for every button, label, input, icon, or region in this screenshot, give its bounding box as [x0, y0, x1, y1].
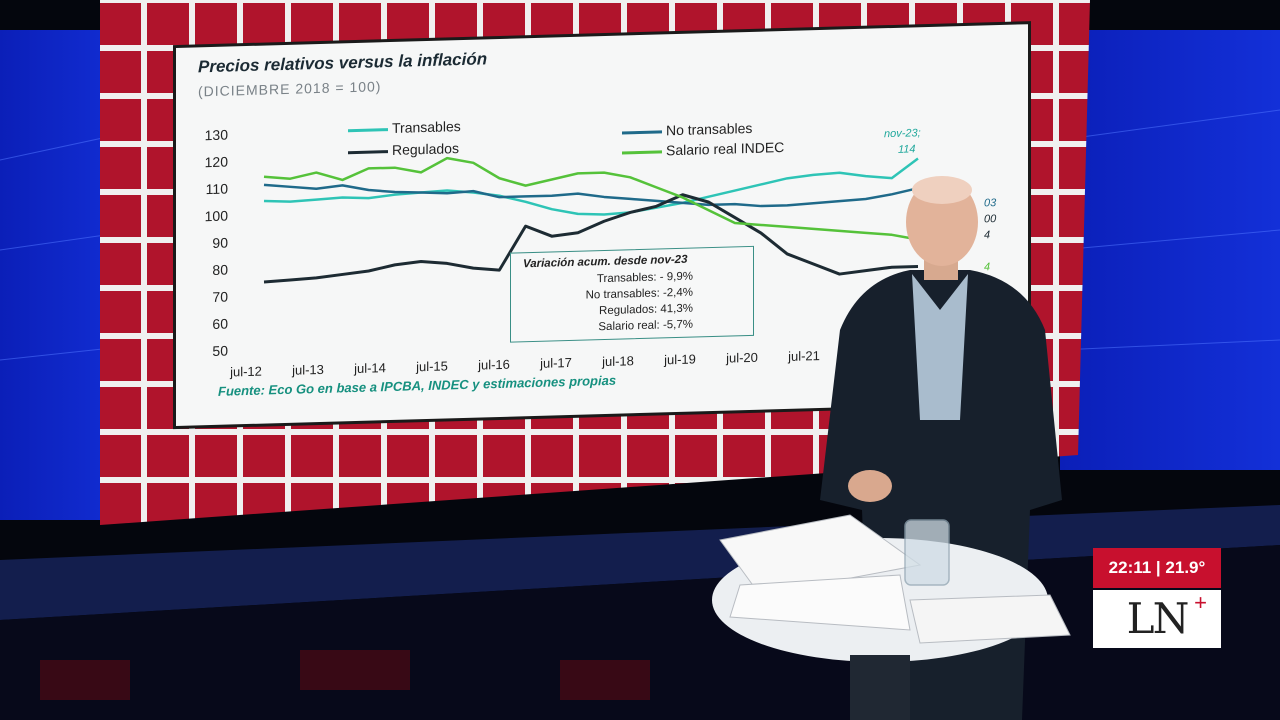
annotation-title: Variación acum. desde nov-23: [523, 253, 688, 271]
x-tick-label-jul-15: jul-15: [415, 358, 448, 374]
series-line-no-transables: [263, 183, 919, 208]
x-tick-label-jul-21: jul-21: [787, 348, 820, 364]
y-tick-label-130: 130: [205, 127, 229, 144]
y-tick-label-110: 110: [206, 181, 229, 198]
logo-text: LN: [1126, 594, 1190, 643]
x-tick-label-jul-14: jul-14: [353, 360, 386, 376]
annotation-line-salario: Salario real: -5,7%: [598, 318, 693, 334]
annotation-box: Variación acum. desde nov-23 Transables:…: [510, 245, 754, 343]
series-line-transables: [263, 157, 919, 216]
annotation-line-no-transables: No transables: -2,4%: [585, 286, 693, 302]
y-tick-label-90: 90: [212, 235, 228, 251]
y-tick-label-50: 50: [212, 343, 228, 359]
annotation-line-transables: Transables: - 9,9%: [596, 270, 693, 286]
legend-regulados: Regulados: [348, 140, 459, 159]
y-tick-label-120: 120: [205, 154, 229, 171]
time-temperature: 22:11 | 21.9°: [1093, 548, 1221, 588]
chart-panel: 130 120 110 100 90 80 70 60 50 jul-12 jul-13 jul-1…: [176, 24, 1028, 427]
end-label-transables: 114: [898, 143, 916, 156]
series-lines: [263, 156, 919, 284]
annotation-line-regulados: Regulados: 41,3%: [599, 302, 693, 318]
y-axis-ticks: 130 120 110 100 90 80 70 60 50: [205, 127, 229, 359]
series-line-salario-real-indec: [263, 156, 919, 241]
logo-plus: +: [1194, 590, 1207, 615]
legend-transables: Transables: [348, 118, 461, 137]
presenter-desk: [712, 514, 1071, 720]
x-tick-label-jul-18: jul-18: [601, 353, 634, 369]
channel-logo: LN +: [1093, 590, 1221, 648]
x-tick-label-jul-16: jul-16: [477, 357, 510, 373]
y-tick-label-60: 60: [212, 316, 228, 332]
channel-badge: 22:11 | 21.9° LN +: [1093, 548, 1221, 648]
series-line-regulados: [263, 193, 918, 284]
y-tick-label-100: 100: [205, 208, 229, 225]
x-tick-label-jul-19: jul-19: [663, 351, 696, 367]
x-tick-label-jul-13: jul-13: [291, 362, 324, 378]
y-tick-label-80: 80: [212, 262, 228, 278]
x-tick-label-jul-12: jul-12: [229, 364, 262, 380]
x-tick-label-jul-20: jul-20: [725, 350, 758, 366]
y-tick-label-70: 70: [212, 289, 228, 305]
x-tick-label-jul-17: jul-17: [539, 355, 572, 371]
x-axis-ticks: jul-12 jul-13 jul-14 jul-15 jul-16 jul-17 jul-…: [229, 348, 820, 379]
right-blue-wall: [1060, 30, 1280, 470]
water-glass: [904, 519, 950, 586]
end-label-date: nov-23;: [884, 127, 921, 141]
